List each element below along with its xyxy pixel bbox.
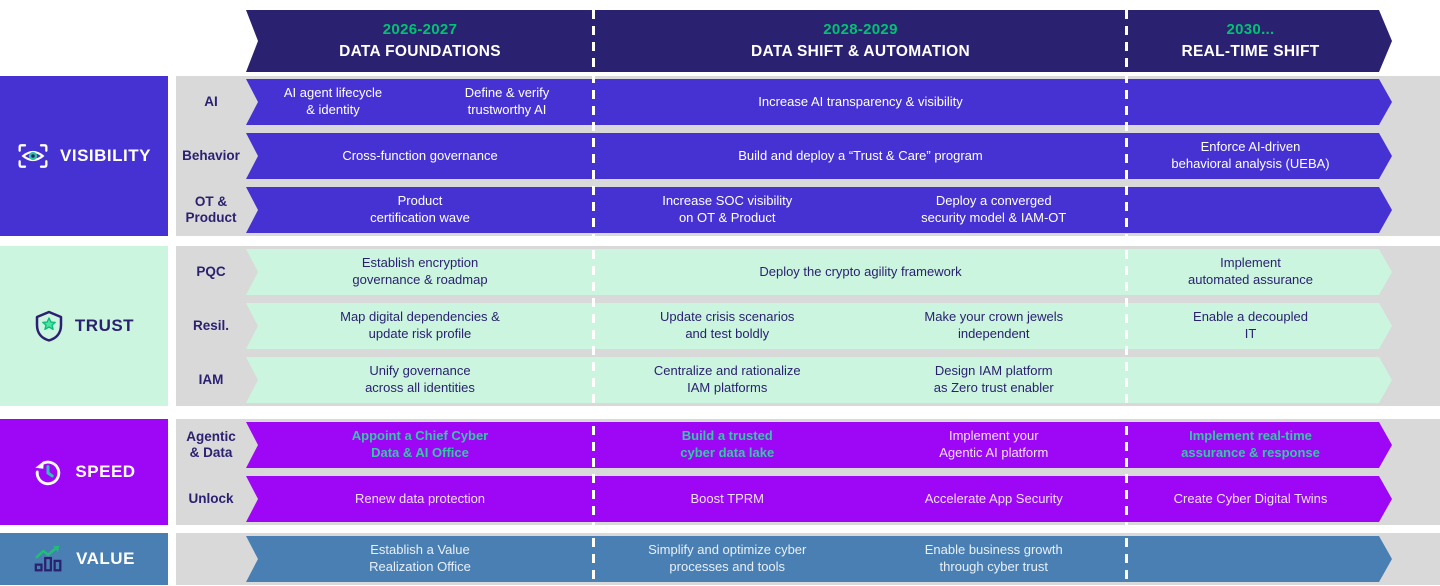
sublabel-unlock: Unlock bbox=[188, 491, 234, 507]
roadmap-item: Unify governance across all identities bbox=[365, 363, 475, 395]
section-speed: SPEED Agentic & Data Unlock Appoint a Ch… bbox=[0, 419, 1440, 525]
phase-title: DATA SHIFT & AUTOMATION bbox=[751, 42, 970, 60]
shield-star-icon bbox=[34, 310, 64, 342]
roadmap-bar-resil: Map digital dependencies & update risk p… bbox=[246, 303, 1392, 349]
section-trust: TRUST PQC Resil. IAM Establish encryptio… bbox=[0, 246, 1440, 406]
section-label: SPEED bbox=[75, 462, 136, 481]
roadmap-item: Build and deploy a “Trust & Care” progra… bbox=[738, 147, 983, 163]
eye-scan-icon bbox=[17, 142, 49, 170]
speed-category-block: SPEED bbox=[0, 419, 176, 525]
roadmap-item: Deploy a converged security model & IAM-… bbox=[921, 193, 1067, 225]
timeline-phase-2: 2028-2029 DATA SHIFT & AUTOMATION bbox=[594, 10, 1127, 72]
visibility-category-block: VISIBILITY bbox=[0, 76, 176, 236]
section-label: TRUST bbox=[74, 316, 135, 335]
phase-separator-line bbox=[592, 10, 595, 582]
roadmap-bar-ai: AI agent lifecycle & identity Define & v… bbox=[246, 79, 1392, 125]
roadmap-item: Simplify and optimize cyber processes an… bbox=[648, 542, 807, 574]
phase-title: DATA FOUNDATIONS bbox=[339, 42, 501, 60]
empty-slot bbox=[1127, 536, 1374, 582]
timeline-phase-1: 2026-2027 DATA FOUNDATIONS bbox=[246, 10, 594, 72]
roadmap-bar-agentic-data: Appoint a Chief Cyber Data & AI Office B… bbox=[246, 422, 1392, 468]
phase-separator-line bbox=[1125, 10, 1128, 582]
roadmap-item: Deploy the crypto agility framework bbox=[759, 263, 962, 279]
roadmap-bar-iam: Unify governance across all identities C… bbox=[246, 357, 1392, 403]
empty-slot bbox=[1127, 187, 1374, 233]
phase-years: 2026-2027 bbox=[382, 20, 458, 38]
roadmap-item-highlight: Appoint a Chief Cyber Data & AI Office bbox=[351, 428, 489, 460]
sublabel-empty bbox=[176, 536, 246, 582]
roadmap-item: Renew data protection bbox=[354, 490, 486, 506]
roadmap-item: Increase SOC visibility on OT & Product bbox=[662, 193, 793, 225]
section-value: VALUE Establish a Value Realization Offi… bbox=[0, 533, 1440, 585]
roadmap-item: Update crisis scenarios and test boldly bbox=[660, 309, 795, 341]
trust-category-block: TRUST bbox=[0, 246, 176, 406]
roadmap-item-highlight: Implement real-time assurance & response bbox=[1181, 428, 1320, 460]
roadmap-item: Enable a decoupled IT bbox=[1193, 309, 1308, 341]
sublabel-ai: AI bbox=[204, 94, 218, 110]
roadmap-item: Cross-function governance bbox=[342, 147, 498, 163]
roadmap-item: Centralize and rationalize IAM platforms bbox=[653, 363, 801, 395]
clock-refresh-icon bbox=[32, 456, 64, 488]
sublabel-behavior: Behavior bbox=[182, 148, 240, 164]
sublabel-ot-product: OT & Product bbox=[185, 194, 237, 225]
timeline-header: 2026-2027 DATA FOUNDATIONS 2028-2029 DAT… bbox=[246, 10, 1392, 72]
roadmap-item: Increase AI transparency & visibility bbox=[758, 93, 963, 109]
roadmap-bar-pqc: Establish encryption governance & roadma… bbox=[246, 249, 1392, 295]
roadmap-item: Enforce AI-driven behavioral analysis (U… bbox=[1171, 139, 1330, 171]
section-label: VISIBILITY bbox=[60, 146, 151, 165]
roadmap-bar-ot-product: Product certification wave Increase SOC … bbox=[246, 187, 1392, 233]
roadmap-item: Implement automated assurance bbox=[1187, 255, 1314, 287]
roadmap-bar-unlock: Renew data protection Boost TPRM Acceler… bbox=[246, 476, 1392, 522]
sublabel-pqc: PQC bbox=[196, 264, 226, 280]
roadmap-item: Create Cyber Digital Twins bbox=[1173, 490, 1328, 506]
roadmap-item: Boost TPRM bbox=[690, 490, 764, 506]
roadmap-item: Define & verify trustworthy AI bbox=[464, 85, 550, 117]
roadmap-item: Map digital dependencies & update risk p… bbox=[340, 309, 500, 341]
sublabel-agentic-data: Agentic & Data bbox=[186, 429, 236, 460]
roadmap-item: Establish a Value Realization Office bbox=[369, 542, 471, 574]
phase-years: 2028-2029 bbox=[823, 20, 898, 38]
roadmap-item: Product certification wave bbox=[370, 193, 470, 225]
phase-years: 2030... bbox=[1226, 20, 1275, 38]
roadmap-item: Design IAM platform as Zero trust enable… bbox=[933, 363, 1054, 395]
roadmap-item: Enable business growth through cyber tru… bbox=[924, 542, 1063, 574]
section-visibility: VISIBILITY AI Behavior OT & Product AI a… bbox=[0, 76, 1440, 236]
roadmap-item-highlight: Build a trusted cyber data lake bbox=[680, 428, 775, 460]
roadmap-item: Implement your Agentic AI platform bbox=[939, 428, 1049, 460]
roadmap-item: Accelerate App Security bbox=[924, 490, 1063, 506]
roadmap-item: Establish encryption governance & roadma… bbox=[352, 255, 488, 287]
sublabel-resil: Resil. bbox=[192, 318, 230, 334]
phase-title: REAL-TIME SHIFT bbox=[1181, 42, 1320, 60]
empty-slot bbox=[1127, 79, 1374, 125]
value-category-block: VALUE bbox=[0, 533, 176, 585]
roadmap-bar-behavior: Cross-function governance Build and depl… bbox=[246, 133, 1392, 179]
growth-chart-icon bbox=[33, 544, 65, 574]
sublabel-iam: IAM bbox=[198, 372, 224, 388]
roadmap-bar-value: Establish a Value Realization Office Sim… bbox=[246, 536, 1392, 582]
timeline-phase-3: 2030... REAL-TIME SHIFT bbox=[1127, 10, 1392, 72]
roadmap-item: AI agent lifecycle & identity bbox=[283, 85, 383, 117]
section-label: VALUE bbox=[76, 549, 135, 568]
roadmap-item: Make your crown jewels independent bbox=[924, 309, 1064, 341]
empty-slot bbox=[1127, 357, 1374, 403]
